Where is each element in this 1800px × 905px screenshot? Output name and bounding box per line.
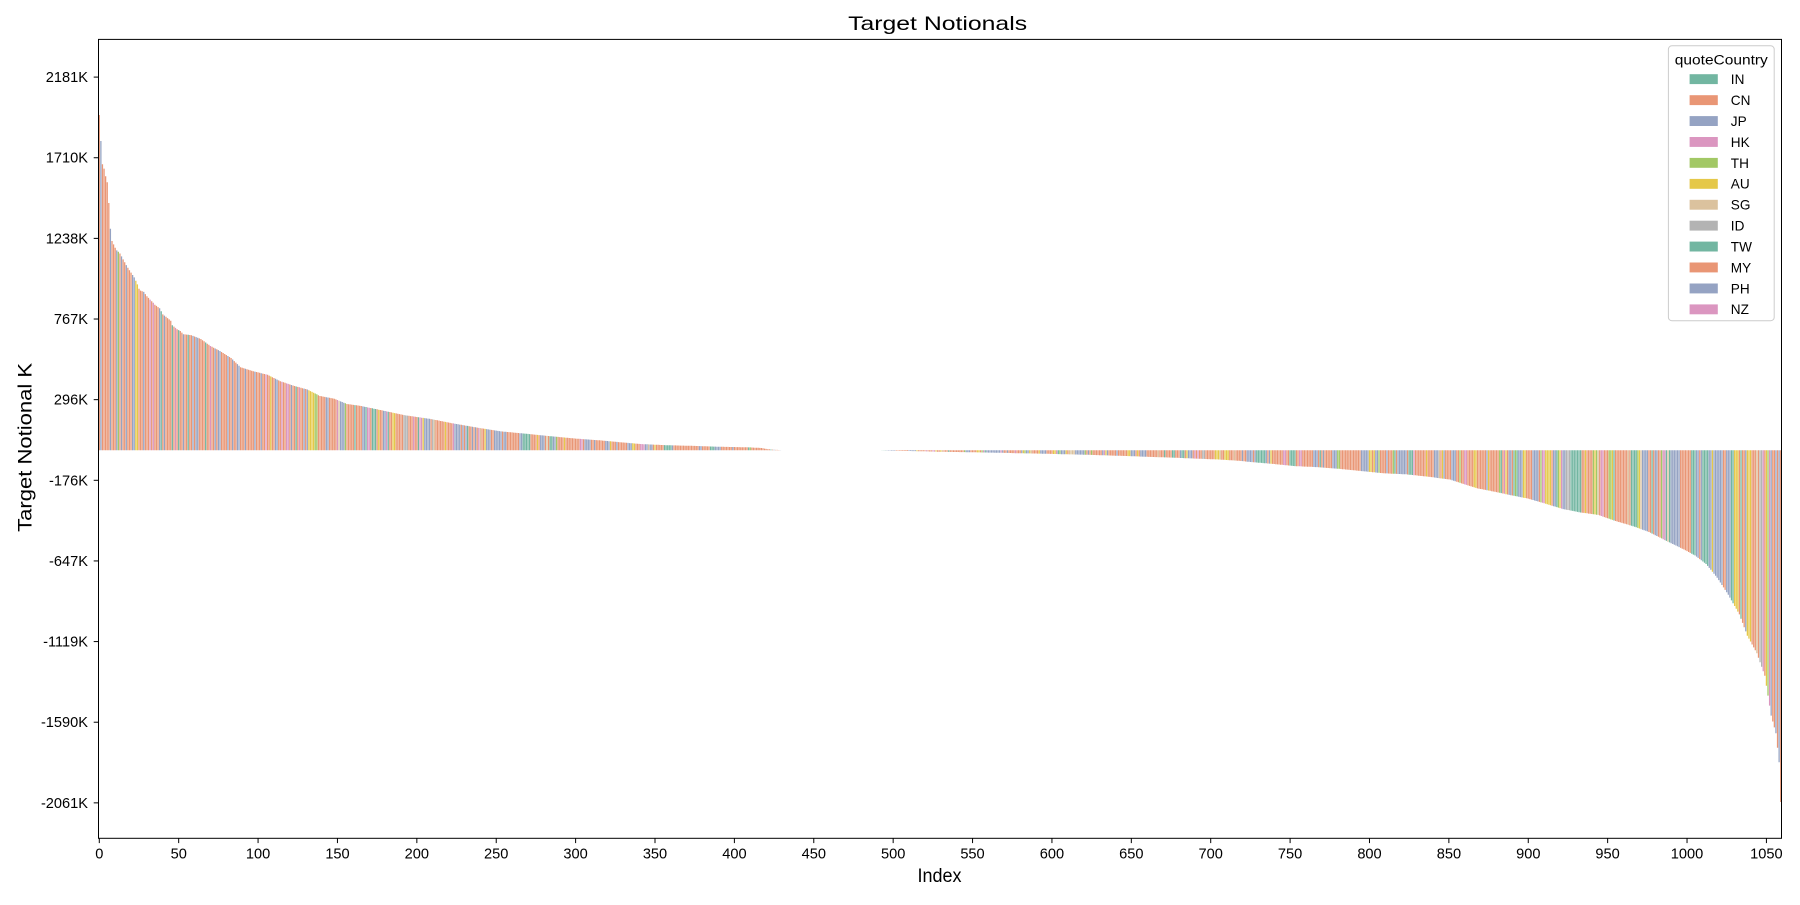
- svg-text:-2061K: -2061K: [41, 796, 88, 812]
- svg-text:0: 0: [95, 847, 103, 863]
- svg-text:JP: JP: [1731, 114, 1747, 129]
- svg-text:250: 250: [484, 847, 508, 863]
- svg-text:MY: MY: [1731, 260, 1751, 275]
- svg-text:CN: CN: [1731, 93, 1751, 108]
- svg-text:150: 150: [325, 847, 349, 863]
- svg-text:750: 750: [1278, 847, 1302, 863]
- svg-text:450: 450: [802, 847, 826, 863]
- svg-text:296K: 296K: [54, 393, 88, 409]
- svg-text:200: 200: [405, 847, 429, 863]
- svg-text:SG: SG: [1731, 198, 1751, 213]
- svg-text:TH: TH: [1731, 156, 1749, 171]
- svg-text:1000: 1000: [1671, 847, 1703, 863]
- svg-text:-1590K: -1590K: [41, 715, 88, 731]
- svg-text:-1119K: -1119K: [43, 635, 88, 651]
- svg-text:400: 400: [722, 847, 746, 863]
- svg-text:500: 500: [881, 847, 905, 863]
- svg-text:650: 650: [1119, 847, 1143, 863]
- svg-text:100: 100: [246, 847, 270, 863]
- svg-text:HK: HK: [1731, 135, 1750, 150]
- svg-text:AU: AU: [1731, 177, 1750, 192]
- svg-text:quoteCountry: quoteCountry: [1675, 52, 1769, 68]
- svg-text:ID: ID: [1731, 219, 1745, 234]
- svg-text:800: 800: [1357, 847, 1381, 863]
- svg-text:767K: 767K: [54, 312, 88, 328]
- svg-text:350: 350: [643, 847, 667, 863]
- svg-text:2181K: 2181K: [46, 70, 88, 86]
- svg-text:700: 700: [1199, 847, 1223, 863]
- svg-text:NZ: NZ: [1731, 302, 1749, 317]
- svg-text:Target Notionals: Target Notionals: [848, 13, 1027, 35]
- svg-text:-647K: -647K: [49, 554, 88, 570]
- svg-text:850: 850: [1437, 847, 1461, 863]
- svg-text:IN: IN: [1731, 72, 1745, 87]
- svg-text:PH: PH: [1731, 281, 1750, 296]
- svg-text:900: 900: [1516, 847, 1540, 863]
- svg-text:950: 950: [1595, 847, 1619, 863]
- svg-text:-176K: -176K: [49, 473, 88, 489]
- svg-text:300: 300: [563, 847, 587, 863]
- svg-text:1050: 1050: [1750, 847, 1782, 863]
- svg-text:Target Notional K: Target Notional K: [15, 363, 37, 532]
- svg-text:TW: TW: [1731, 240, 1752, 255]
- svg-text:1710K: 1710K: [46, 151, 88, 167]
- svg-text:Index: Index: [918, 865, 962, 887]
- svg-text:50: 50: [171, 847, 187, 863]
- svg-text:600: 600: [1040, 847, 1064, 863]
- svg-text:1238K: 1238K: [46, 231, 88, 247]
- svg-text:550: 550: [960, 847, 984, 863]
